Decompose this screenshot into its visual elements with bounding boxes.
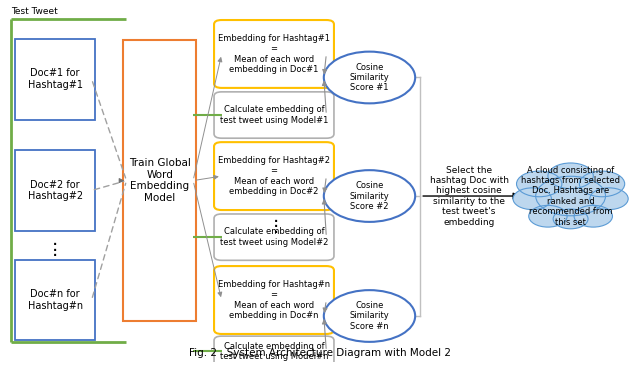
Circle shape xyxy=(324,290,415,342)
Circle shape xyxy=(548,163,593,188)
Text: Embedding for Hashtag#2
=
Mean of each word
embedding in Doc#2: Embedding for Hashtag#2 = Mean of each w… xyxy=(218,156,330,196)
Circle shape xyxy=(536,176,605,216)
Circle shape xyxy=(574,205,612,227)
Circle shape xyxy=(579,171,625,197)
FancyBboxPatch shape xyxy=(15,39,95,120)
Text: Doc#2 for
Hashtag#2: Doc#2 for Hashtag#2 xyxy=(28,180,83,201)
FancyBboxPatch shape xyxy=(15,150,95,231)
Text: .: . xyxy=(273,212,278,231)
Circle shape xyxy=(590,188,628,210)
FancyBboxPatch shape xyxy=(15,259,95,340)
Text: .: . xyxy=(52,241,59,260)
FancyBboxPatch shape xyxy=(124,41,196,321)
Text: .: . xyxy=(52,230,59,249)
Circle shape xyxy=(553,209,588,229)
Text: Train Global
Word
Embedding
Model: Train Global Word Embedding Model xyxy=(129,158,191,203)
Text: Select the
hashtag Doc with
highest cosine
similarity to the
test tweet's
embedd: Select the hashtag Doc with highest cosi… xyxy=(429,165,509,227)
FancyBboxPatch shape xyxy=(214,336,334,366)
Circle shape xyxy=(516,171,562,197)
Text: Embedding for Hashtag#n
=
Mean of each word
embedding in Doc#n: Embedding for Hashtag#n = Mean of each w… xyxy=(218,280,330,320)
Text: Cosine
Similarity
Score #n: Cosine Similarity Score #n xyxy=(349,301,389,331)
FancyBboxPatch shape xyxy=(214,142,334,210)
Circle shape xyxy=(513,188,552,210)
FancyBboxPatch shape xyxy=(214,266,334,334)
Text: Cosine
Similarity
Score #1: Cosine Similarity Score #1 xyxy=(349,63,389,92)
Text: Embedding for Hashtag#1
=
Mean of each word
embedding in Doc#1: Embedding for Hashtag#1 = Mean of each w… xyxy=(218,34,330,74)
Text: A cloud consisting of
hashtags from selected
Doc. Hashtags are
ranked and
recomm: A cloud consisting of hashtags from sele… xyxy=(521,165,620,227)
Text: Cosine
Similarity
Score #2: Cosine Similarity Score #2 xyxy=(349,181,389,211)
Text: Calculate embedding of
test tweet using Model#n: Calculate embedding of test tweet using … xyxy=(220,341,328,361)
Text: .: . xyxy=(273,207,278,226)
Circle shape xyxy=(324,52,415,103)
Text: Calculate embedding of
test tweet using Model#1: Calculate embedding of test tweet using … xyxy=(220,105,328,125)
Circle shape xyxy=(529,205,567,227)
Text: Fig. 2   System Architecture Diagram with Model 2: Fig. 2 System Architecture Diagram with … xyxy=(189,348,451,358)
Text: Doc#n for
Hashtag#n: Doc#n for Hashtag#n xyxy=(28,289,83,311)
Text: Test Tweet: Test Tweet xyxy=(11,7,58,16)
FancyBboxPatch shape xyxy=(214,214,334,260)
FancyBboxPatch shape xyxy=(214,92,334,138)
Circle shape xyxy=(324,170,415,222)
Text: Calculate embedding of
test tweet using Model#2: Calculate embedding of test tweet using … xyxy=(220,227,328,247)
FancyBboxPatch shape xyxy=(214,20,334,88)
Text: Doc#1 for
Hashtag#1: Doc#1 for Hashtag#1 xyxy=(28,68,83,90)
Text: .: . xyxy=(52,236,59,255)
Text: .: . xyxy=(273,218,278,237)
